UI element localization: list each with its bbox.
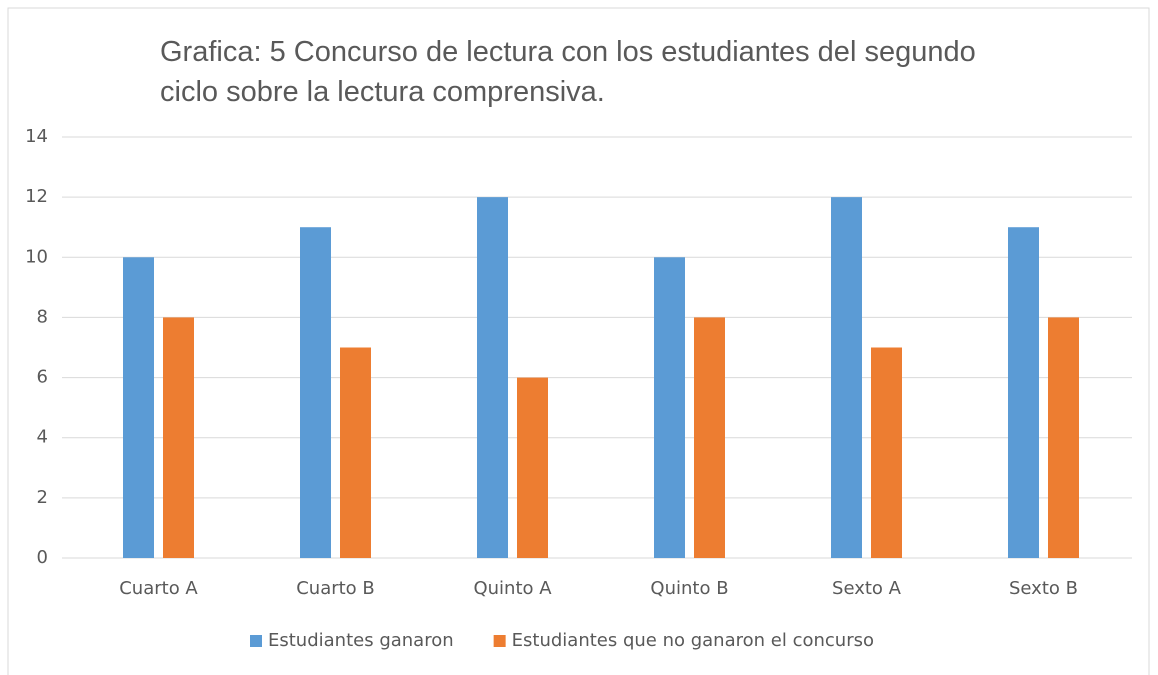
legend-swatch [250, 635, 262, 647]
bar [831, 197, 862, 558]
x-tick-label: Quinto A [473, 578, 552, 599]
x-tick-label: Cuarto B [296, 578, 375, 599]
y-tick-label: 6 [37, 367, 48, 388]
bar [123, 257, 154, 558]
bar [694, 317, 725, 558]
legend-swatch [493, 635, 506, 647]
bar [871, 347, 902, 558]
chart-border [7, 7, 1150, 675]
bar [1048, 317, 1079, 558]
y-tick-label: 2 [37, 487, 48, 508]
x-tick-label: Quinto B [650, 578, 728, 599]
bar [340, 347, 371, 558]
legend-label: Estudiantes que no ganaron el concurso [512, 630, 874, 651]
bar [300, 227, 331, 558]
bar [477, 197, 508, 558]
chart-title: Grafica: 5 Concurso de lectura con los e… [160, 36, 976, 108]
bar [517, 377, 548, 558]
bar [654, 257, 685, 558]
bar [163, 317, 194, 558]
y-tick-label: 8 [37, 306, 48, 327]
x-tick-label: Sexto B [1009, 578, 1078, 599]
x-tick-label: Sexto A [832, 578, 902, 599]
y-tick-label: 14 [25, 126, 48, 147]
y-tick-label: 4 [37, 427, 48, 448]
y-tick-label: 10 [25, 246, 48, 267]
y-tick-label: 0 [37, 547, 48, 568]
legend-label: Estudiantes ganaron [268, 630, 454, 651]
x-tick-label: Cuarto A [119, 578, 198, 599]
bar [1008, 227, 1039, 558]
y-tick-label: 12 [25, 186, 48, 207]
